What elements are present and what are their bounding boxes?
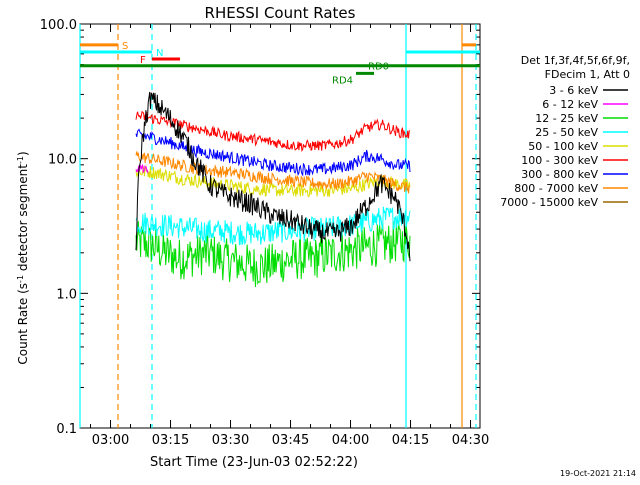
plot-area: 0.1 1.0 10.0 100.0 03:00 03:15 03:30 03:45 04:00… <box>40 18 489 448</box>
x-tick-label: 03:30 <box>212 433 249 448</box>
y-axis-label: Count Rate (s-1 detector segment-1) <box>16 151 31 364</box>
x-tick-label: 04:30 <box>452 433 489 448</box>
y-axis-label-part: Count Rate (s <box>16 283 30 365</box>
legend: Det 1f,3f,4f,5f,6f,9f,FDecim 1, Att 0 3 -… <box>500 54 630 209</box>
series-line <box>135 220 411 288</box>
x-tick-label: 03:00 <box>92 433 129 448</box>
y-axis-label-part: ) <box>16 151 30 156</box>
y-tick-label: 10.0 <box>48 153 77 168</box>
y-tick-label: 1.0 <box>56 287 77 302</box>
y-axis-label-part: -1 <box>16 156 25 164</box>
chart-title: RHESSI Count Rates <box>205 4 356 22</box>
legend-entry-label: 6 - 12 keV <box>542 98 598 111</box>
legend-entry-label: 300 - 800 keV <box>521 168 598 181</box>
series-line <box>135 110 411 153</box>
x-axis-label: Start Time (23-Jun-03 02:52:22) <box>150 455 358 470</box>
x-tick-label: 03:15 <box>152 433 189 448</box>
y-axis-label-part: -1 <box>16 275 25 283</box>
x-tick-label: 03:45 <box>272 433 309 448</box>
series-line <box>135 163 149 174</box>
legend-entry-label: 12 - 25 keV <box>535 112 598 125</box>
y-axis-label-part: detector segment <box>16 164 30 275</box>
flag-label: S <box>122 41 128 52</box>
flag-label: F <box>140 55 146 66</box>
legend-entry-label: 25 - 50 keV <box>535 126 598 139</box>
flag-label: N <box>156 48 163 59</box>
y-tick-label: 100.0 <box>40 18 77 33</box>
x-tick-label: 04:00 <box>332 433 369 448</box>
series-line <box>135 165 411 198</box>
y-tick-label: 0.1 <box>56 422 77 437</box>
series-line <box>135 206 411 246</box>
legend-entry-label: 3 - 6 keV <box>549 84 598 97</box>
series-line <box>135 91 411 262</box>
legend-header: Det 1f,3f,4f,5f,6f,9f, <box>521 54 630 67</box>
footer-timestamp: 19-Oct-2021 21:14 <box>560 469 636 478</box>
x-tick-label: 04:15 <box>392 433 429 448</box>
series-line <box>135 128 411 177</box>
legend-entry-label: 800 - 7000 keV <box>514 182 598 195</box>
flag-label: RD0 <box>368 62 389 73</box>
series-line <box>135 151 411 194</box>
legend-header: FDecim 1, Att 0 <box>545 68 630 81</box>
flag-label: RD4 <box>332 75 353 86</box>
legend-entry-label: 100 - 300 keV <box>521 154 598 167</box>
legend-entry-label: 50 - 100 keV <box>528 140 598 153</box>
legend-entry-label: 7000 - 15000 keV <box>500 196 598 209</box>
